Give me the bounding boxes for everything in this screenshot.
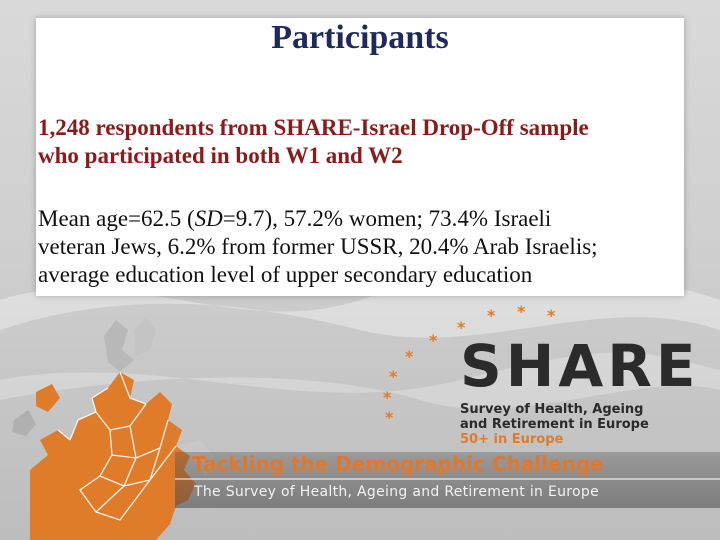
body-line-1: Mean age=62.5 (SD=9.7), 57.2% women; 73.… xyxy=(38,205,688,233)
tagline-age: 50+ in Europe xyxy=(460,432,564,447)
svg-text:*: * xyxy=(383,388,392,407)
content-panel xyxy=(36,18,684,296)
share-tagline: Survey of Health, Ageing and Retirement … xyxy=(460,402,710,447)
challenge-heading: Tackling the Demographic Challenge xyxy=(192,452,604,476)
share-logo: SHARE xyxy=(460,332,700,400)
body-line-2: veteran Jews, 6.2% from former USSR, 20.… xyxy=(38,234,598,259)
footer-subtitle: The Survey of Health, Ageing and Retirem… xyxy=(194,484,599,500)
tagline-line-1: Survey of Health, Ageing xyxy=(460,402,644,417)
body-line-1-start: Mean age=62.5 ( xyxy=(38,206,195,231)
svg-text:*: * xyxy=(547,306,556,325)
svg-text:*: * xyxy=(457,318,466,337)
svg-text:*: * xyxy=(405,347,414,366)
body-paragraph: Mean age=62.5 (SD=9.7), 57.2% women; 73.… xyxy=(38,205,688,289)
svg-text:*: * xyxy=(517,302,526,321)
body-line-3: average education level of upper seconda… xyxy=(38,262,533,287)
tagline-line-2: and Retirement in Europe xyxy=(460,417,649,432)
star-ring-icon: * * * * * * * * * xyxy=(383,302,556,427)
lead-line-1: 1,248 respondents from SHARE-Israel Drop… xyxy=(38,115,589,140)
svg-text:*: * xyxy=(389,367,398,386)
slide-title: Participants xyxy=(271,19,449,56)
body-line-1-end: =9.7), 57.2% women; 73.4% Israeli xyxy=(222,206,552,231)
sd-label: SD xyxy=(194,206,223,231)
svg-text:*: * xyxy=(487,306,496,325)
footer-divider xyxy=(175,478,720,480)
svg-text:*: * xyxy=(385,408,394,427)
svg-text:*: * xyxy=(429,331,438,350)
footer-band xyxy=(175,452,720,508)
lead-line-2: who participated in both W1 and W2 xyxy=(38,143,403,168)
lead-paragraph: 1,248 respondents from SHARE-Israel Drop… xyxy=(38,114,688,170)
